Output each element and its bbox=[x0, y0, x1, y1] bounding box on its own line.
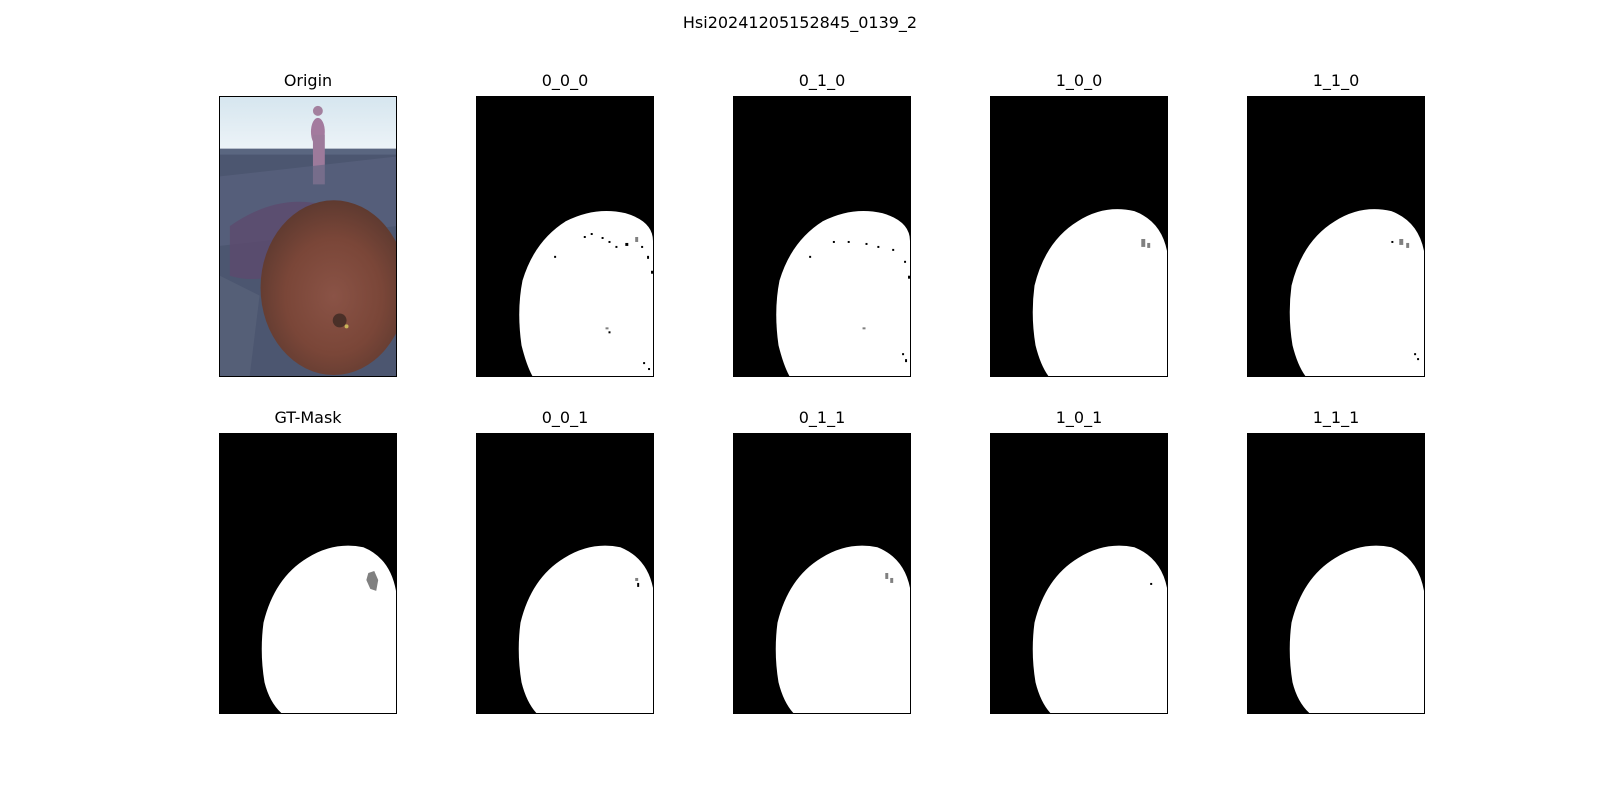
gt-mask-image bbox=[219, 433, 397, 714]
mask-1-1-1 bbox=[1247, 433, 1425, 714]
figure-title: Hsi20241205152845_0139_2 bbox=[682, 13, 918, 32]
mask-0-0-1 bbox=[476, 433, 654, 714]
panel-title-1-0-1: 1_0_1 bbox=[1055, 408, 1103, 427]
panel-title-0-0-0: 0_0_0 bbox=[541, 71, 589, 90]
panel-title-0-1-0: 0_1_0 bbox=[798, 71, 846, 90]
panel-title-1-1-1: 1_1_1 bbox=[1312, 408, 1360, 427]
panel-title-gt-mask: GT-Mask bbox=[274, 408, 342, 427]
panel-title-0-0-1: 0_0_1 bbox=[541, 408, 589, 427]
mask-1-0-1 bbox=[990, 433, 1168, 714]
mask-0-0-0 bbox=[476, 96, 654, 377]
mask-0-1-0 bbox=[733, 96, 911, 377]
mask-1-1-0 bbox=[1247, 96, 1425, 377]
panel-title-origin: Origin bbox=[283, 71, 333, 90]
mask-0-1-1 bbox=[733, 433, 911, 714]
panel-title-1-0-0: 1_0_0 bbox=[1055, 71, 1103, 90]
panel-title-0-1-1: 0_1_1 bbox=[798, 408, 846, 427]
panel-title-1-1-0: 1_1_0 bbox=[1312, 71, 1360, 90]
origin-image bbox=[219, 96, 397, 377]
mask-1-0-0 bbox=[990, 96, 1168, 377]
